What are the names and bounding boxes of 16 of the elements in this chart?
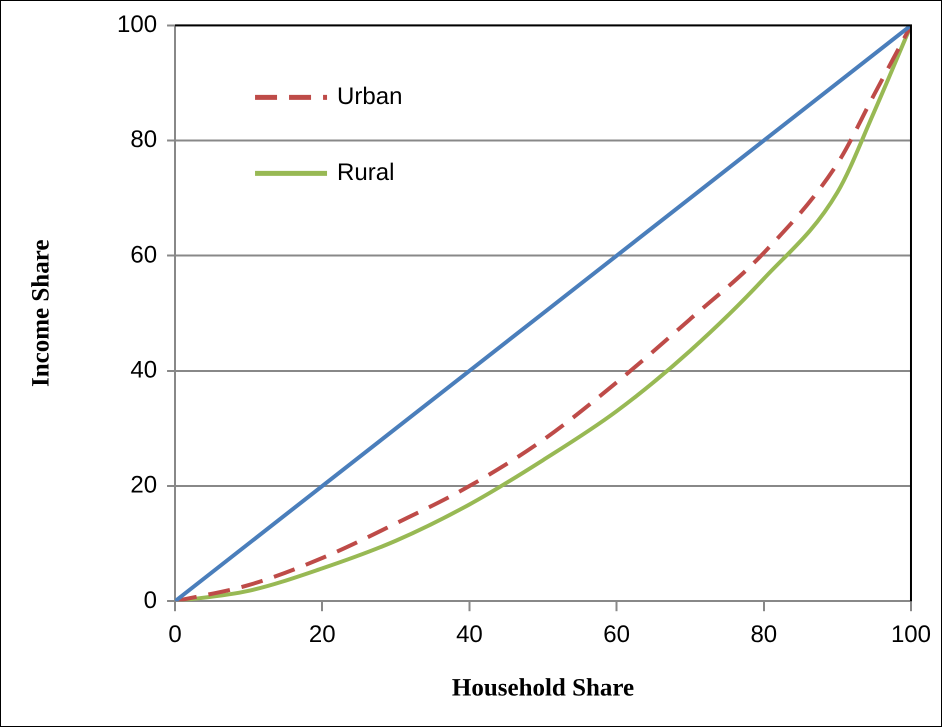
x-axis-title: Household Share (452, 674, 634, 702)
legend-label: Rural (337, 159, 394, 186)
x-tick-label: 40 (456, 621, 483, 648)
x-tick-label: 80 (750, 621, 778, 648)
y-tick-label: 80 (130, 126, 158, 154)
legend-label: Urban (337, 83, 402, 110)
x-tick-label: 100 (890, 621, 931, 648)
y-tick-label: 100 (116, 11, 158, 38)
y-tick-label: 0 (144, 586, 158, 614)
x-tick-label: 60 (603, 621, 630, 648)
y-tick-label: 40 (130, 356, 158, 384)
y-axis-title: Income Share (27, 240, 54, 388)
y-tick-label: 60 (130, 241, 158, 268)
x-tick-label: 0 (168, 621, 182, 648)
y-tick-label: 20 (130, 472, 158, 499)
x-tick-label: 20 (308, 621, 336, 648)
